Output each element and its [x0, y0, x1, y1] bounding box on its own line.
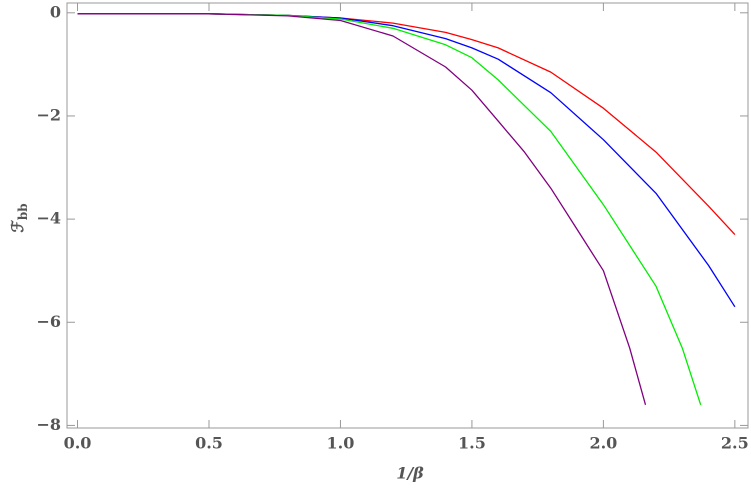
- y-tick-label: 0: [50, 2, 61, 21]
- y-axis-label: ℱbb: [8, 203, 30, 232]
- y-label-sub: bb: [16, 203, 30, 220]
- y-tick-label: −8: [36, 415, 61, 434]
- x-axis-label: 1/β: [396, 464, 424, 483]
- x-tick-label: 1.5: [458, 434, 486, 453]
- x-tick-label: 2.5: [721, 434, 749, 453]
- x-tick-label: 1.0: [327, 434, 355, 453]
- series-line: [77, 13, 647, 405]
- x-tick-label: 0.0: [64, 434, 92, 453]
- y-axis-label-main: ℱbb: [8, 203, 30, 232]
- y-tick-label: −4: [36, 209, 61, 228]
- y-label-main: ℱ: [8, 220, 27, 233]
- plot-frame: [66, 2, 749, 429]
- y-tick-label: −2: [36, 105, 61, 124]
- series-line: [77, 13, 702, 406]
- x-tick-label: 2.0: [589, 434, 617, 453]
- y-tick-label: −6: [36, 312, 61, 331]
- series-line: [77, 13, 736, 308]
- series-line: [77, 13, 736, 236]
- x-tick-label: 0.5: [195, 434, 223, 453]
